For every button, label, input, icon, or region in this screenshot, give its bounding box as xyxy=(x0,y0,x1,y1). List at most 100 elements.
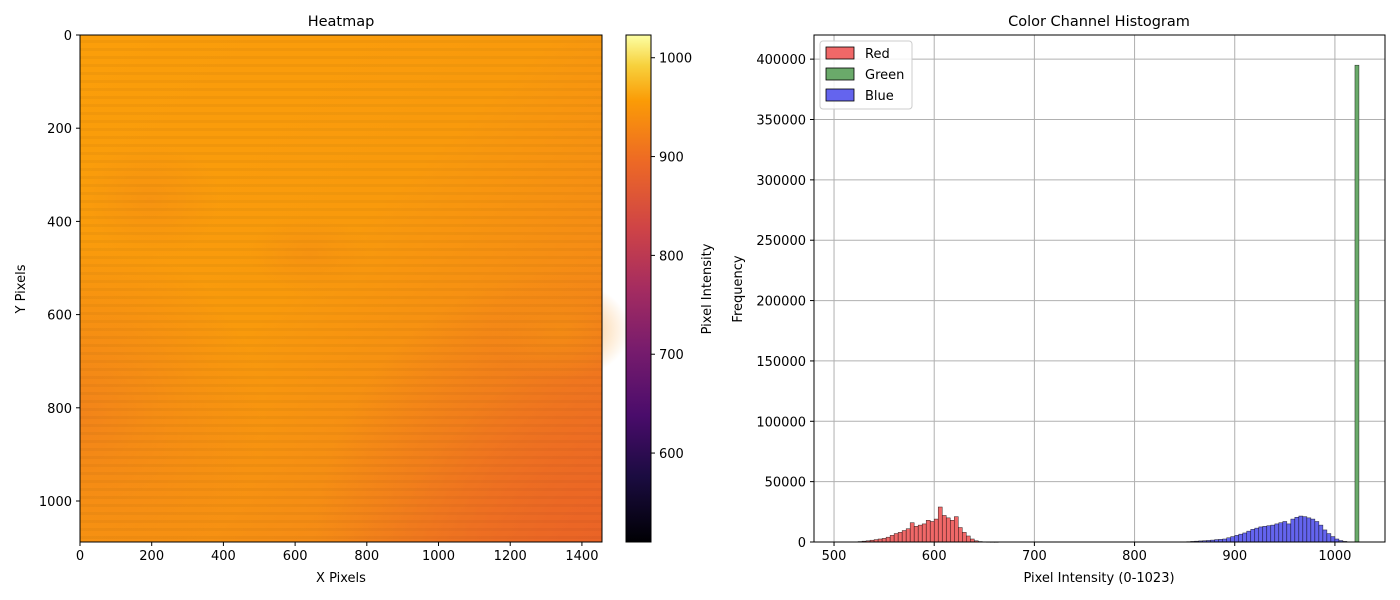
histogram-y-tick-label: 50000 xyxy=(765,476,806,491)
histogram-y-tick-label: 150000 xyxy=(756,355,806,370)
heatmap-frame xyxy=(79,34,603,543)
colorbar xyxy=(625,34,652,543)
colorbar-tick-label: 900 xyxy=(659,151,684,166)
histogram-bar-blue xyxy=(1326,533,1332,543)
colorbar-tick-label: 600 xyxy=(659,447,684,462)
histogram-bar-blue xyxy=(1298,515,1304,543)
heatmap-x-tick-label: 1200 xyxy=(494,549,527,564)
histogram-bar-red xyxy=(881,538,887,543)
histogram-bar-red xyxy=(929,521,935,543)
heatmap-x-label: X Pixels xyxy=(316,571,366,586)
histogram-y-tick-label: 100000 xyxy=(756,415,806,430)
histogram-bar-blue xyxy=(1310,518,1316,543)
histogram-plot-area xyxy=(814,35,1385,542)
histogram-y-tick-label: 0 xyxy=(798,536,806,551)
histogram-x-tick-label: 600 xyxy=(922,549,947,564)
histogram-y-tick-label: 350000 xyxy=(756,114,806,129)
legend-swatch-blue xyxy=(825,88,855,102)
colorbar-axis: 600 700 800 900 1000 xyxy=(651,52,692,462)
legend-swatch-red xyxy=(825,46,855,60)
heatmap-y-tick-label: 600 xyxy=(47,309,72,324)
heatmap-image xyxy=(80,35,630,542)
heatmap-y-tick-label: 200 xyxy=(47,122,72,137)
colorbar-label: Pixel Intensity xyxy=(700,243,715,334)
histogram-y-label: Frequency xyxy=(731,255,746,322)
histogram-bar-blue xyxy=(1282,521,1288,543)
histogram-bar-red xyxy=(889,535,895,543)
histogram-bar-red xyxy=(893,533,899,543)
legend-swatch-green xyxy=(825,67,855,81)
histogram-bar-red xyxy=(941,515,947,543)
histogram-bar-blue xyxy=(1306,517,1312,543)
histogram-bar-blue xyxy=(1270,524,1276,543)
histogram-bar-green xyxy=(1354,64,1360,543)
heatmap-y-tick-label: 1000 xyxy=(39,495,72,510)
histogram-legend: Red Green Blue xyxy=(819,40,913,110)
histogram-bar-blue xyxy=(1274,523,1280,543)
histogram-bar-red xyxy=(933,518,939,543)
histogram-x-tick-label: 500 xyxy=(822,549,847,564)
histogram-bar-red xyxy=(945,517,951,543)
colorbar-tick-label: 1000 xyxy=(659,52,692,67)
histogram-y-tick-label: 400000 xyxy=(756,53,806,68)
histogram-bar-blue xyxy=(1242,532,1248,543)
heatmap-x-tick-label: 400 xyxy=(211,549,236,564)
colorbar-tick-label: 700 xyxy=(659,348,684,363)
histogram-title: Color Channel Histogram xyxy=(1008,14,1190,30)
histogram-bar-blue xyxy=(1314,521,1320,543)
heatmap-y-tick-label: 800 xyxy=(47,402,72,417)
histogram-bar-blue xyxy=(1318,524,1324,543)
heatmap-x-axis: 0 200 400 600 800 1000 1200 1400 xyxy=(76,542,598,564)
legend-label-green: Green xyxy=(865,68,904,83)
histogram-bar-blue xyxy=(1238,533,1244,543)
histogram-bar-red xyxy=(909,522,915,543)
legend-label-red: Red xyxy=(865,47,890,62)
histogram-bar-red xyxy=(917,524,923,543)
heatmap-y-label: Y Pixels xyxy=(14,264,29,314)
colorbar-tick-label: 800 xyxy=(659,249,684,264)
histogram-x-tick-label: 900 xyxy=(1222,549,1247,564)
histogram-bar-blue xyxy=(1234,535,1239,543)
histogram-bar-red xyxy=(901,530,907,543)
histogram-bar-blue xyxy=(1294,517,1300,543)
histogram-bar-blue xyxy=(1254,527,1260,543)
histogram-y-tick-label: 300000 xyxy=(756,174,806,189)
histogram-bar-blue xyxy=(1230,536,1235,543)
heatmap-x-tick-label: 800 xyxy=(354,549,379,564)
heatmap-y-tick-label: 400 xyxy=(47,215,72,230)
histogram-x-tick-label: 700 xyxy=(1022,549,1047,564)
histogram-bar-blue xyxy=(1330,536,1336,543)
histogram-y-tick-label: 250000 xyxy=(756,234,806,249)
histogram-bar-red xyxy=(949,520,955,543)
heatmap-x-tick-label: 1400 xyxy=(565,549,598,564)
heatmap-title: Heatmap xyxy=(308,14,375,30)
histogram-bar-blue xyxy=(1266,525,1272,543)
histogram-bar-blue xyxy=(1322,529,1328,543)
histogram-bar-blue xyxy=(1226,537,1231,543)
histogram-bar-red xyxy=(953,516,959,543)
histogram-bar-blue xyxy=(1262,526,1268,543)
histogram-bar-red xyxy=(905,528,911,543)
histogram-x-tick-label: 800 xyxy=(1122,549,1147,564)
heatmap-y-tick-label: 0 xyxy=(64,29,72,44)
heatmap-x-tick-label: 600 xyxy=(283,549,308,564)
histogram-bar-red xyxy=(885,536,891,543)
histogram-frame xyxy=(813,34,1386,543)
histogram-bar-red xyxy=(966,535,971,543)
histogram-bar-red xyxy=(937,506,943,543)
histogram-bar-red xyxy=(958,527,963,543)
heatmap-x-tick-label: 1000 xyxy=(422,549,455,564)
histogram-bar-red xyxy=(921,523,927,543)
histogram-bar-blue xyxy=(1286,523,1292,543)
histogram-bar-blue xyxy=(1290,518,1296,543)
legend-label-blue: Blue xyxy=(865,89,894,104)
histogram-bar-red xyxy=(925,520,931,543)
histogram-y-axis: 0 50000 100000 150000 200000 250000 300000 3500… xyxy=(756,53,814,551)
histogram-bar-blue xyxy=(1250,529,1256,543)
histogram-x-label: Pixel Intensity (0-1023) xyxy=(1023,571,1174,586)
histogram-x-axis: 500 600 700 800 900 1000 xyxy=(822,542,1351,564)
histogram-x-tick-label: 1000 xyxy=(1318,549,1351,564)
histogram-bar-red xyxy=(913,526,919,543)
histogram-y-tick-label: 200000 xyxy=(756,295,806,310)
